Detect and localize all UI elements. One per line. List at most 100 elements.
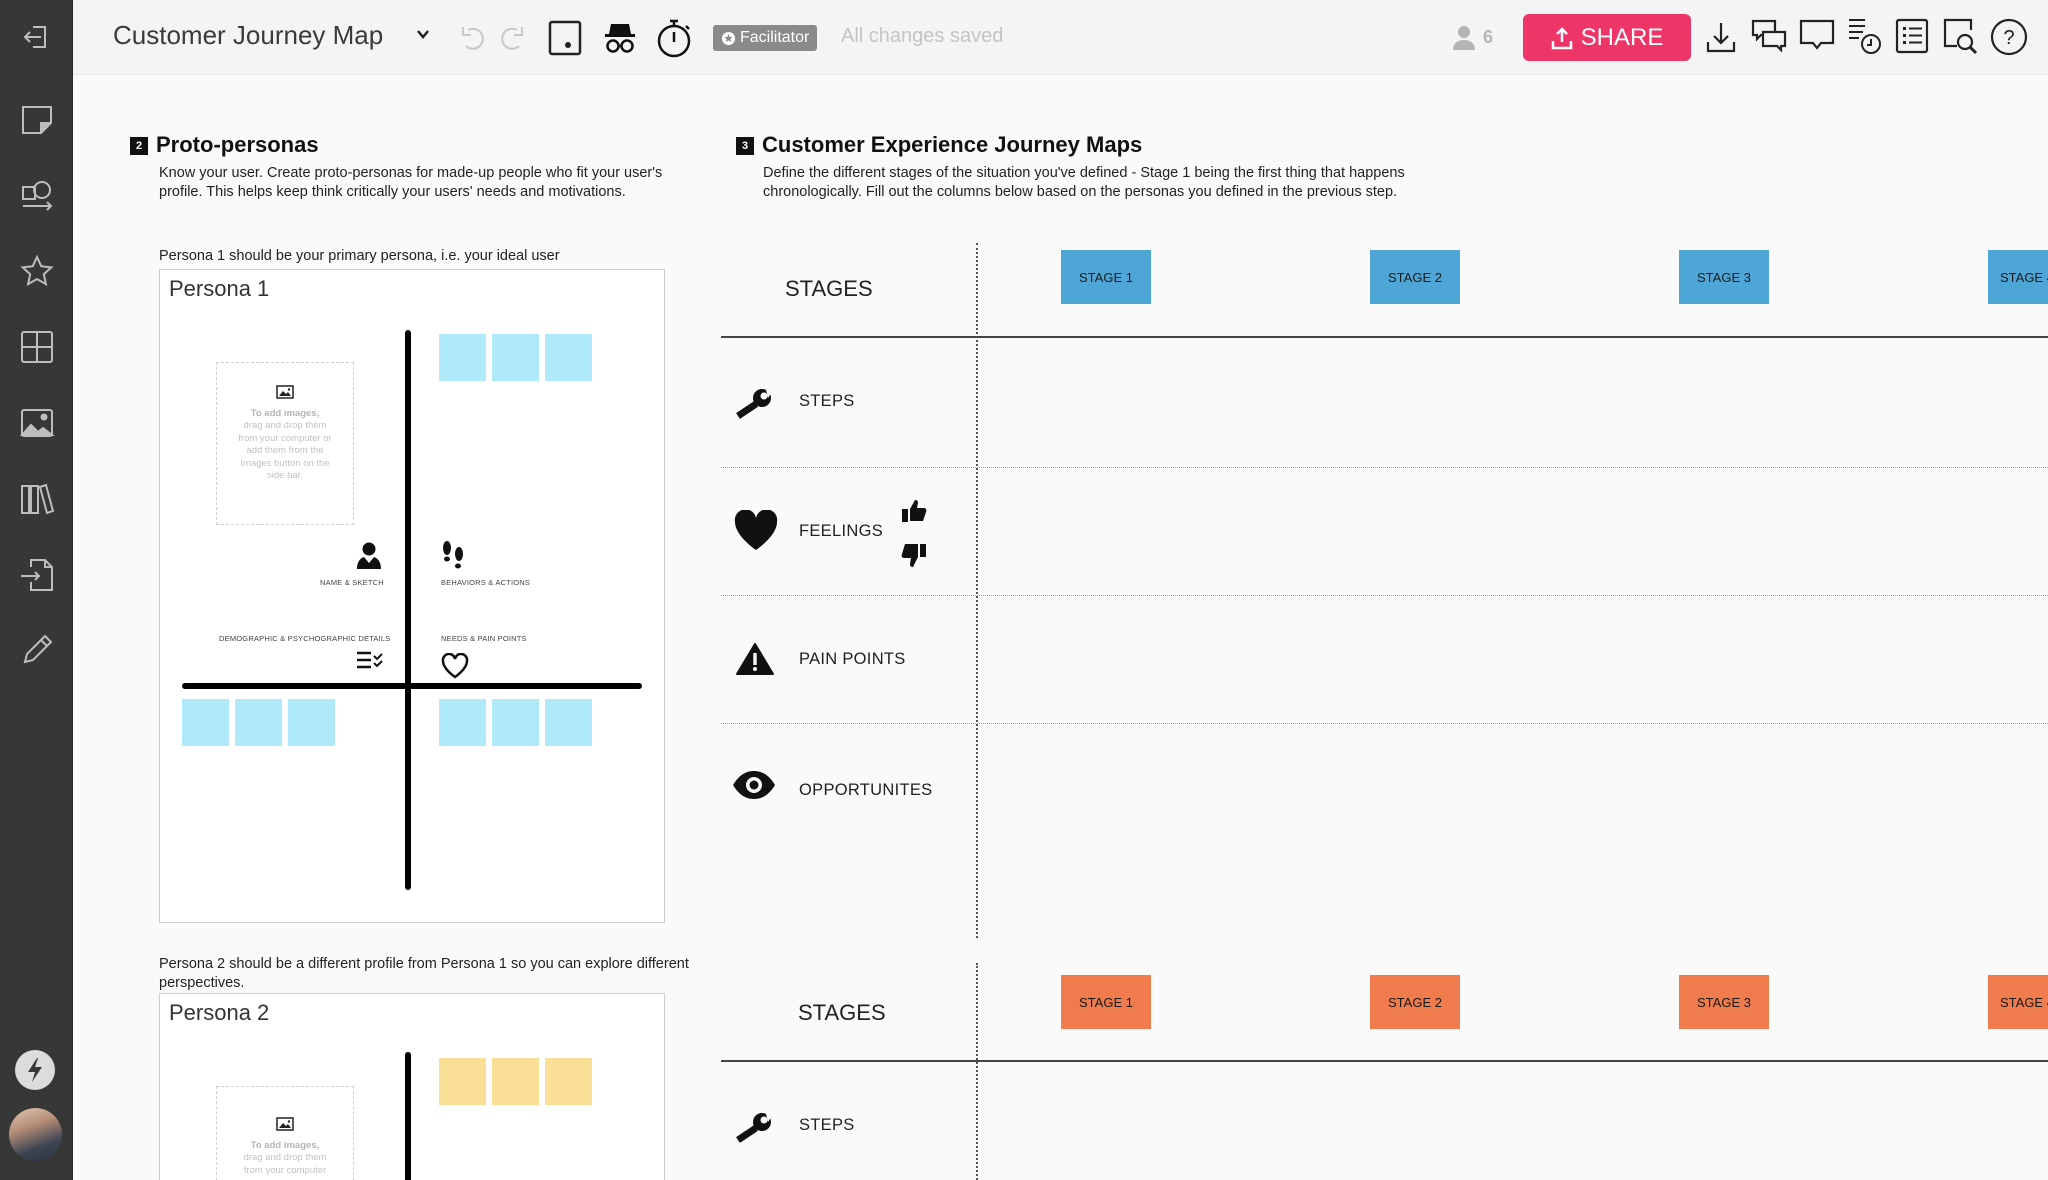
private-mode-button[interactable] [603,20,637,56]
sticky-note[interactable] [492,699,539,746]
needs-label: NEEDS & PAIN POINTS [441,634,527,643]
redo-icon [501,27,523,50]
row-label-opportunities: OPPORTUNITES [799,781,933,799]
comments-button[interactable] [1799,18,1835,52]
heart-icon [734,510,778,550]
stage-4-card[interactable]: STAGE 4 [1988,975,2048,1029]
board-canvas[interactable]: 2 Proto-personas Know your user. Create p… [73,75,2048,1180]
thumbs-up-icon [902,500,927,522]
history-button[interactable] [1847,16,1883,56]
undo-button[interactable] [460,24,486,52]
journey-maps-heading: 3 Customer Experience Journey Maps [736,132,1142,158]
stage-1-card[interactable]: STAGE 1 [1061,250,1151,304]
row-divider [721,595,2048,596]
import-button[interactable] [0,545,73,605]
outline-button[interactable] [1895,18,1929,54]
presentation-button[interactable] [548,20,582,56]
timer-button[interactable] [656,18,692,58]
download-icon [1706,23,1736,53]
sticky-note[interactable] [288,699,335,746]
sticky-note[interactable] [545,1058,592,1105]
board-title[interactable]: Customer Journey Map [113,20,384,50]
proto-personas-title: Proto-personas [156,132,319,157]
persona1-hint: Persona 1 should be your primary persona… [159,248,560,264]
exit-board-button[interactable] [0,7,73,67]
export-button[interactable] [1705,20,1737,54]
person-icon [357,542,381,569]
chat-button[interactable] [1751,18,1787,56]
stage-3-card[interactable]: STAGE 3 [1679,250,1769,304]
search-icon [1943,18,1978,55]
comment-icon [1799,19,1835,50]
description-line-2: chronologically. Fill out the columns be… [763,184,1398,200]
shapes-button[interactable] [0,166,73,226]
sticky-note[interactable] [182,699,229,746]
draw-button[interactable] [0,620,73,680]
help-button[interactable]: ? [1990,18,2028,56]
activity-button[interactable] [15,1050,55,1090]
facilitator-label: Facilitator [740,29,810,46]
persona2-hint: Persona 2 should be a different profile … [159,956,689,991]
save-status: All changes saved [841,25,1004,47]
persona2-card[interactable]: Persona 2 To add images, drag and drop th… [159,993,665,1180]
sticky-note[interactable] [439,1058,486,1105]
stages-label: STAGES [785,276,873,301]
svg-text:?: ? [2003,27,2014,49]
image-drop-zone[interactable]: To add images, drag and drop them from yo… [216,1086,354,1180]
sticky-note[interactable] [439,699,486,746]
stages-divider [721,1060,2048,1062]
stage-4-card[interactable]: STAGE 4 [1988,250,2048,304]
stage-1-card[interactable]: STAGE 1 [1061,975,1151,1029]
persona1-name[interactable]: Persona 1 [169,276,270,301]
library-button[interactable] [0,469,73,529]
share-label: SHARE [1580,23,1664,51]
templates-button[interactable] [0,317,73,377]
sticky-note[interactable] [545,334,592,381]
thumbs-down-icon [901,544,926,567]
row-label-steps: STEPS [799,392,855,410]
journey-maps-description: Define the different stages of the situa… [763,164,1563,202]
footprints-icon [443,541,463,569]
chat-icon [1751,19,1787,53]
list-icon [1895,18,1929,54]
row-label-steps: STEPS [799,1116,855,1134]
title-dropdown[interactable] [415,26,431,42]
search-board-button[interactable] [1943,18,1979,56]
grid-icon [20,331,53,363]
avatar[interactable] [9,1108,62,1161]
stage-3-card[interactable]: STAGE 3 [1679,975,1769,1029]
top-toolbar: Customer Journey Map Facilitator All cha… [73,0,2048,75]
row-label-feelings: FEELINGS [799,522,884,540]
quadrant-horizontal-divider [182,683,642,689]
stage-2-card[interactable]: STAGE 2 [1370,975,1460,1029]
left-sidebar [0,0,73,1180]
redo-button[interactable] [499,24,525,52]
sticky-note[interactable] [235,699,282,746]
sticky-note[interactable] [492,1058,539,1105]
quadrant-vertical-divider [405,330,411,890]
sticky-note[interactable] [439,334,486,381]
images-button[interactable] [0,393,73,453]
upload-icon [1551,26,1572,49]
image-drop-zone[interactable]: To add images, drag and drop them from yo… [216,362,354,525]
facilitator-badge[interactable]: Facilitator [713,25,818,51]
share-button[interactable]: SHARE [1523,14,1691,61]
sticky-note-icon [21,106,52,134]
persona1-card[interactable]: Persona 1 To add images, drag and drop th… [159,269,665,923]
undo-icon [462,27,484,50]
image-icon [19,409,55,437]
sticky-note[interactable] [545,699,592,746]
online-users[interactable]: 6 [1451,24,1493,50]
persona2-name[interactable]: Persona 2 [169,1000,270,1025]
stage-2-card[interactable]: STAGE 2 [1370,250,1460,304]
facilitator-star-icon [721,31,736,45]
name-sketch-label: NAME & SKETCH [320,578,384,587]
image-drop-bold: To add images, [250,407,320,419]
stages-divider [721,336,2048,338]
favorites-button[interactable] [0,241,73,301]
sticky-note[interactable] [492,334,539,381]
sticky-note-button[interactable] [0,90,73,150]
column-divider [976,243,978,938]
section-number: 2 [130,137,148,156]
behaviors-label: BEHAVIORS & ACTIONS [441,578,531,587]
